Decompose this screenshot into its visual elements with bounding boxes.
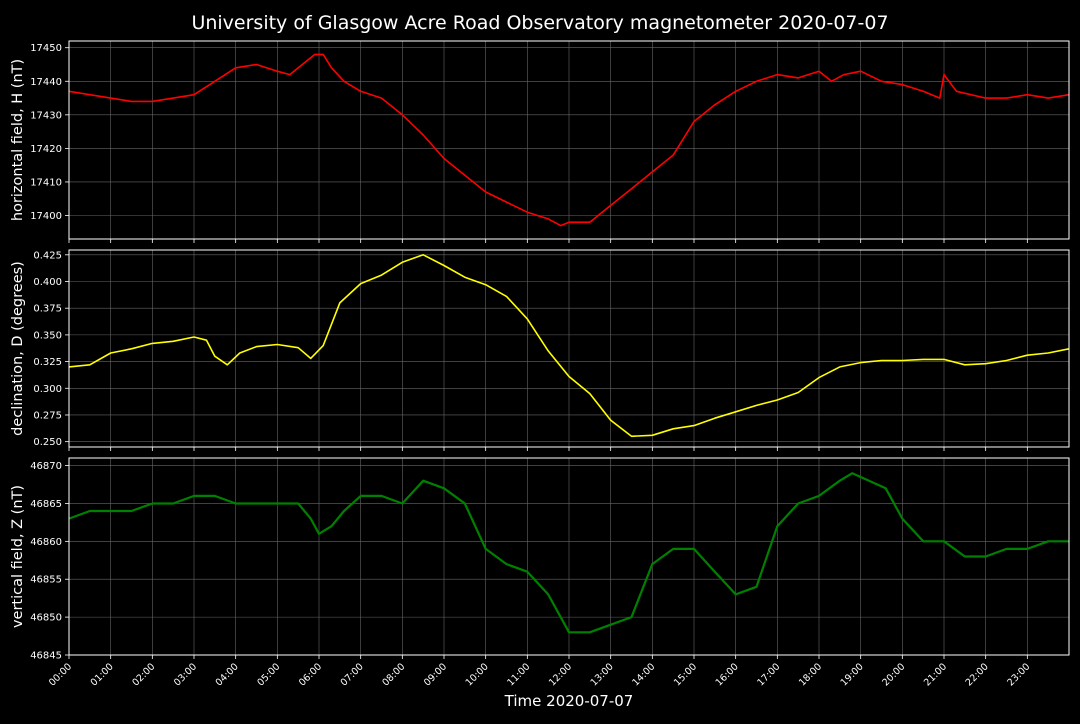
y-tick-label: 46860 <box>30 537 62 548</box>
y-tick-label: 17430 <box>30 110 62 121</box>
panel-2: 0.250 0.275 0.300 0.325 0.350 0.375 0.400 0.425… <box>10 249 1070 451</box>
y-tick-label: 46870 <box>30 461 62 472</box>
y-tick-label: 0.275 <box>33 410 62 421</box>
series-line <box>68 472 1069 634</box>
y-tick-label: 46850 <box>30 613 62 624</box>
chart-title: University of Glasgow Acre Road Observat… <box>191 12 888 34</box>
y-tick-label: 0.400 <box>33 277 62 288</box>
y-tick-label: 0.425 <box>33 250 62 261</box>
series-line <box>68 254 1070 438</box>
panel-frame <box>68 457 1070 656</box>
y-tick-label: 0.350 <box>33 330 62 341</box>
panel-1: 17400 17410 17420 17430 17440 17450 horizontal… <box>10 40 1070 243</box>
y-tick-label: 17420 <box>30 144 62 155</box>
y-tick-label: 0.300 <box>33 384 62 395</box>
x-axis-label: Time 2020-07-07 <box>504 692 634 710</box>
y-axis-label: horizontal field, H (nT) <box>10 59 26 221</box>
y-axis-label: declination, D (degrees) <box>10 261 26 436</box>
series-line <box>68 53 1070 227</box>
y-tick-label: 0.250 <box>33 437 62 448</box>
panel-frame <box>68 40 1070 240</box>
y-tick-label: 46865 <box>30 499 62 510</box>
y-tick-label: 17450 <box>30 43 62 54</box>
y-tick-label: 17400 <box>30 211 62 222</box>
y-tick-label: 17440 <box>30 77 62 88</box>
y-tick-label: 0.375 <box>33 304 62 315</box>
y-axis-label: vertical field, Z (nT) <box>10 485 26 628</box>
y-tick-label: 46855 <box>30 575 62 586</box>
panel-frame <box>68 249 1070 448</box>
y-tick-label: 17410 <box>30 177 62 188</box>
y-tick-label: 0.325 <box>33 357 62 368</box>
y-tick-label: 46845 <box>30 651 62 662</box>
